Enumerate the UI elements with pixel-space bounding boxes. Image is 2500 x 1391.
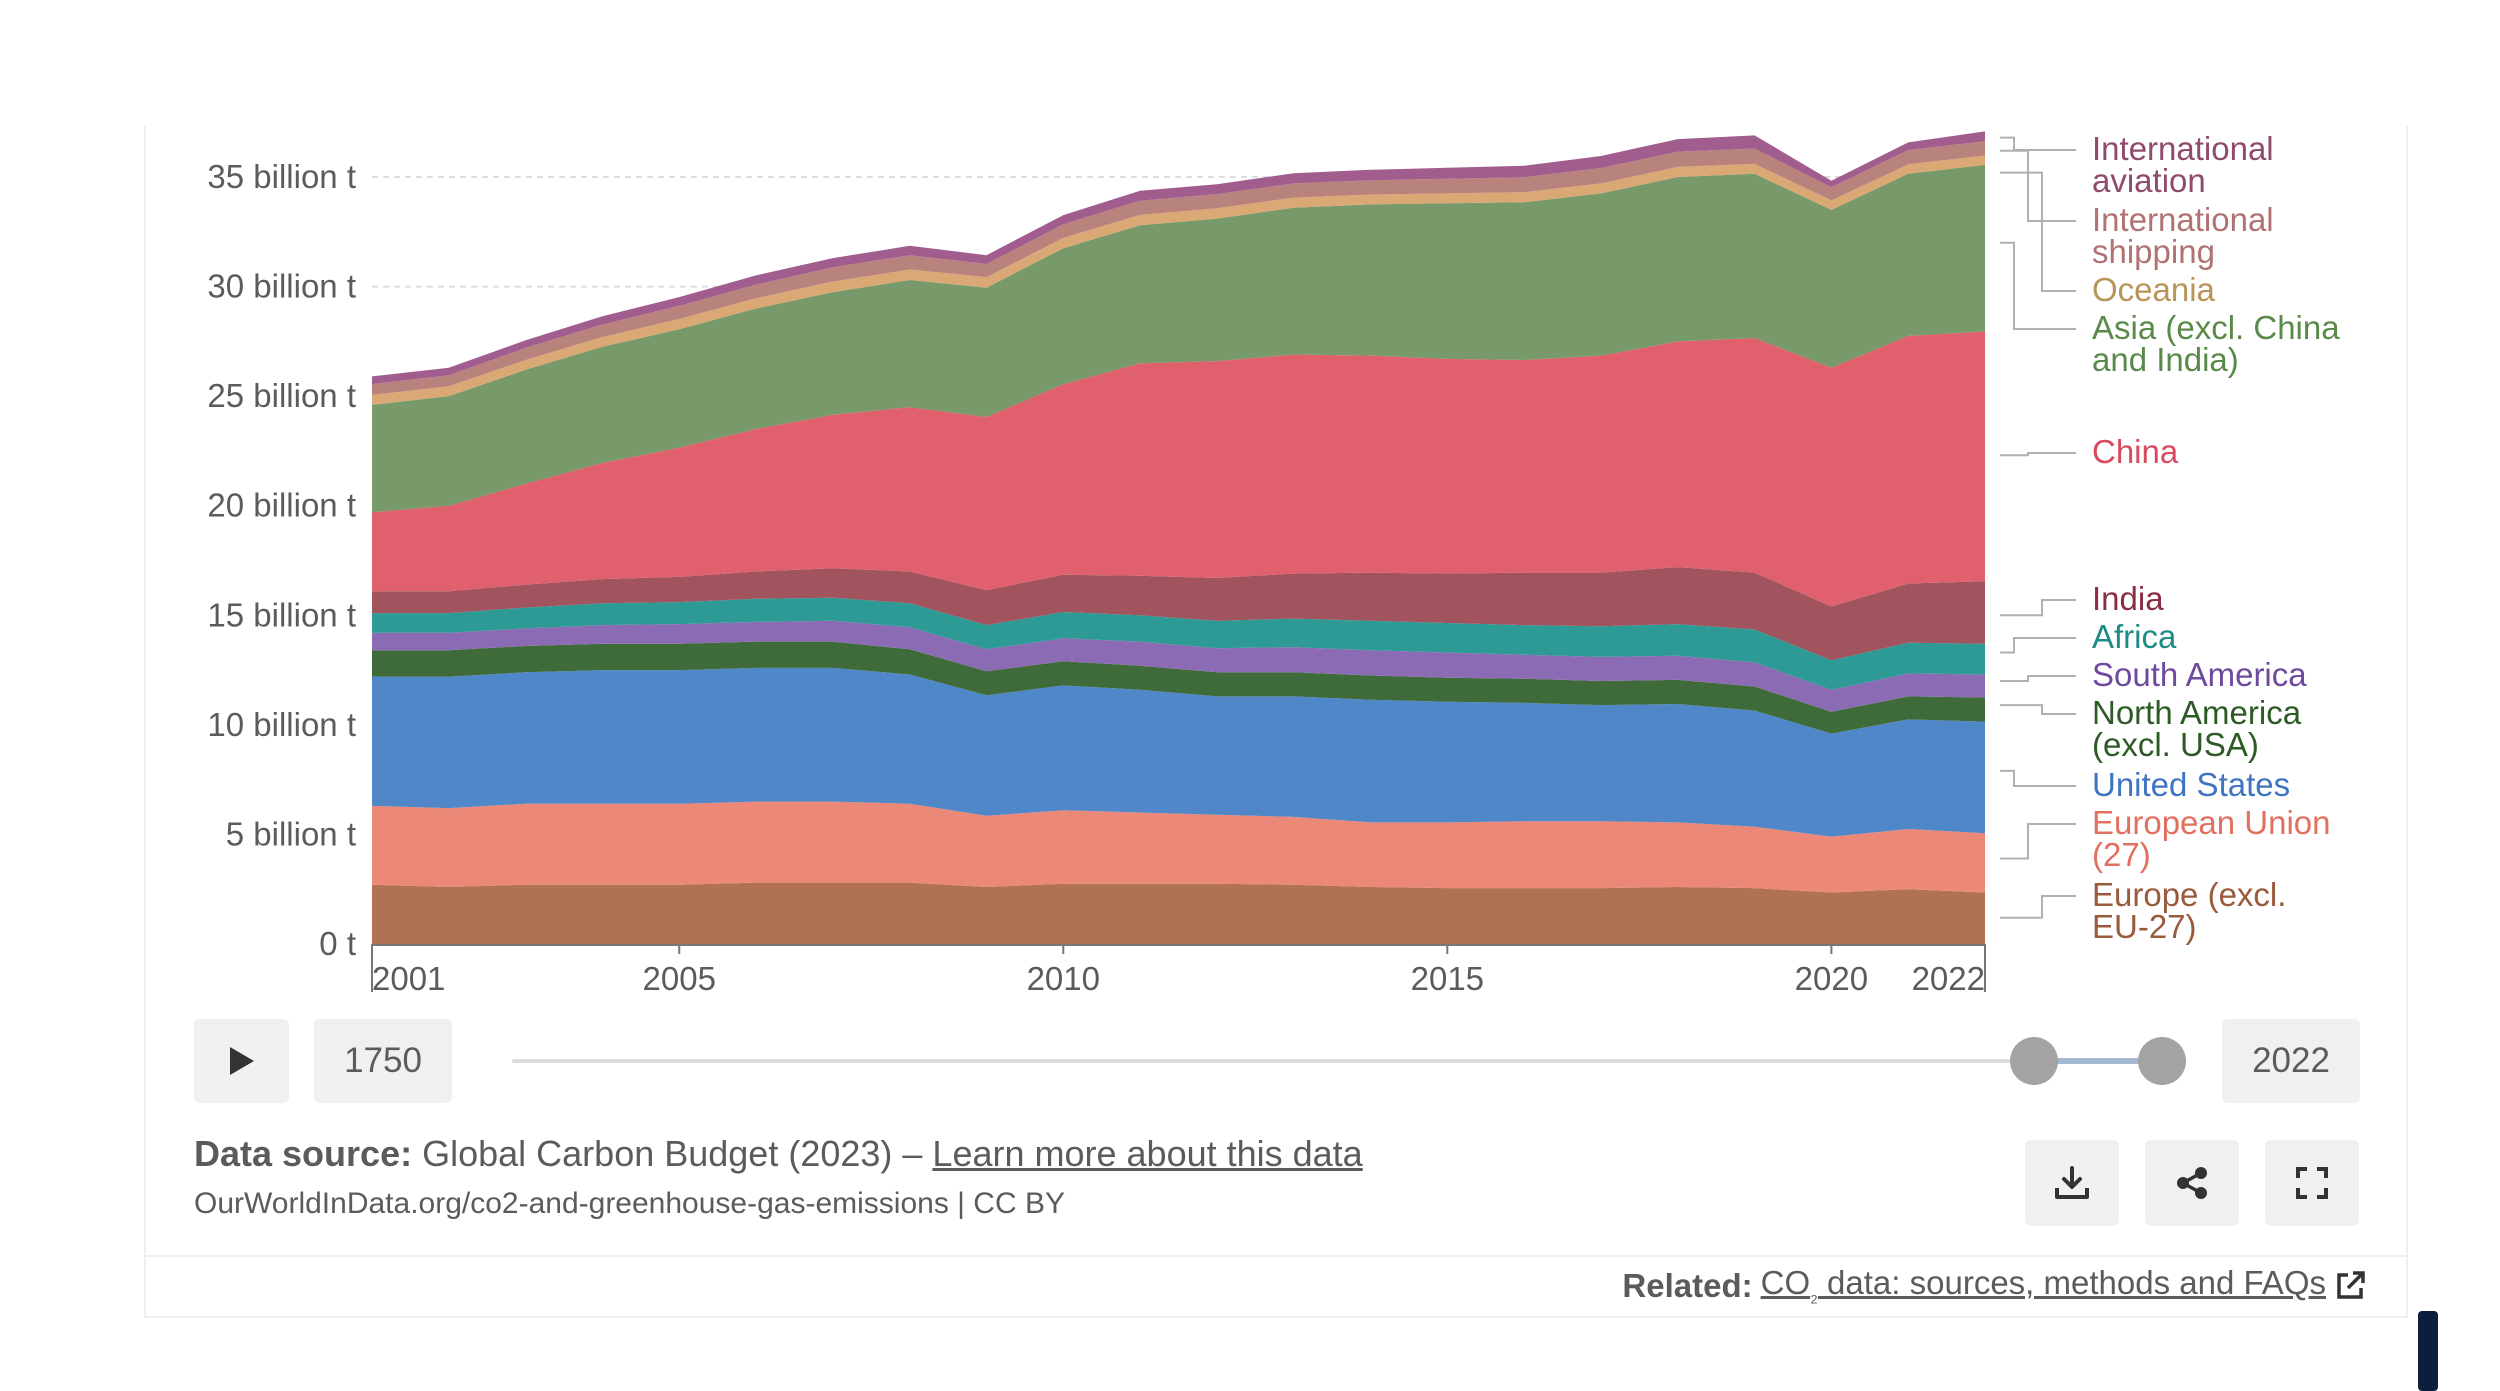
- legend-label[interactable]: and India): [2092, 341, 2239, 378]
- x-tick-label: 2010: [1027, 960, 1100, 997]
- legend-label[interactable]: Europe (excl.: [2092, 876, 2286, 913]
- axes: 0 t 5 billion t 10 billion t 15 billion t 20…: [207, 158, 1986, 997]
- timeline-start-year[interactable]: 1750: [314, 1019, 452, 1103]
- area-south-america[interactable]: [372, 620, 1985, 712]
- legend-label[interactable]: Oceania: [2092, 271, 2216, 308]
- play-button[interactable]: [194, 1019, 289, 1103]
- share-button[interactable]: [2145, 1140, 2239, 1226]
- related-link-sub: ₂: [1810, 1284, 1818, 1307]
- legend-connector: [2000, 599, 2076, 617]
- related-label: Related:: [1622, 1266, 1753, 1304]
- feedback-tab[interactable]: [2418, 1311, 2438, 1391]
- legend-label[interactable]: Asia (excl. China: [2092, 309, 2340, 346]
- x-tick-label: 2015: [1411, 960, 1484, 997]
- legend-label[interactable]: EU-27): [2092, 908, 2197, 945]
- share-icon: [2177, 1167, 2207, 1199]
- area-north-america-excl-usa[interactable]: [372, 641, 1985, 734]
- legend-label[interactable]: European Union: [2092, 804, 2331, 841]
- learn-more-link[interactable]: Learn more about this data: [932, 1133, 1363, 1174]
- related-line: Related: CO₂ data: sources, methods and …: [1622, 1264, 2366, 1308]
- legend-label[interactable]: China: [2092, 433, 2179, 470]
- legend-connector: [2000, 149, 2076, 222]
- legend-connector: [2000, 769, 2076, 787]
- x-tick-label: 2001: [372, 960, 445, 997]
- data-source-line: Data source: Global Carbon Budget (2023)…: [194, 1133, 1363, 1175]
- fullscreen-icon: [2296, 1167, 2328, 1199]
- related-link-prefix: CO: [1760, 1264, 1811, 1301]
- legend-label[interactable]: North America: [2092, 694, 2302, 731]
- legend-label[interactable]: International: [2092, 130, 2274, 167]
- y-tick-label: 10 billion t: [207, 706, 356, 743]
- fullscreen-button[interactable]: [2265, 1140, 2359, 1226]
- source-url: OurWorldInData.org/co2-and-greenhouse-ga…: [194, 1187, 1065, 1220]
- y-tick-label: 25 billion t: [207, 377, 356, 414]
- external-link-icon[interactable]: [2334, 1270, 2366, 1302]
- legend-connector: [2000, 136, 2076, 151]
- y-tick-label: 15 billion t: [207, 596, 356, 633]
- legend-label[interactable]: shipping: [2092, 233, 2215, 270]
- area-africa[interactable]: [372, 597, 1985, 690]
- legend-label[interactable]: United States: [2092, 766, 2290, 803]
- timeline-slider-track[interactable]: [512, 1059, 2186, 1063]
- area-series: [372, 131, 1985, 944]
- y-tick-label: 35 billion t: [207, 158, 356, 195]
- area-united-states[interactable]: [372, 667, 1985, 837]
- timeline-slider-range: [2034, 1058, 2162, 1064]
- area-india[interactable]: [372, 567, 1985, 661]
- legend-label[interactable]: Africa: [2092, 618, 2177, 655]
- y-tick-label: 30 billion t: [207, 268, 356, 305]
- legend-connector: [2000, 241, 2076, 330]
- footer-divider: [146, 1255, 2406, 1257]
- x-tick-label: 2005: [643, 960, 716, 997]
- legend-connector: [2000, 704, 2076, 715]
- legend-label[interactable]: aviation: [2092, 162, 2206, 199]
- legend-connector: [2000, 823, 2076, 860]
- legend-connector: [2000, 675, 2076, 682]
- legend-connector: [2000, 171, 2076, 292]
- legend-connector: [2000, 452, 2076, 457]
- timeline-end-year[interactable]: 2022: [2222, 1019, 2360, 1103]
- y-tick-label: 20 billion t: [207, 487, 356, 524]
- legend-label[interactable]: India: [2092, 580, 2164, 617]
- stacked-area-chart: 0 t 5 billion t 10 billion t 15 billion t 20…: [207, 130, 2340, 997]
- download-button[interactable]: [2025, 1140, 2119, 1226]
- legend-connector: [2000, 895, 2076, 919]
- data-source-label: Data source:: [194, 1133, 413, 1174]
- data-source-text: Global Carbon Budget (2023) –: [422, 1133, 933, 1174]
- area-china[interactable]: [372, 331, 1985, 607]
- related-faq-link[interactable]: CO₂ data: sources, methods and FAQs: [1761, 1264, 2326, 1308]
- legend-label[interactable]: South America: [2092, 656, 2307, 693]
- chart-card: [144, 126, 2408, 1318]
- download-icon: [2055, 1166, 2089, 1199]
- area-europe-excl-eu-27[interactable]: [372, 882, 1985, 944]
- play-icon: [229, 1047, 254, 1075]
- y-tick-label: 0 t: [319, 925, 356, 962]
- legend-label[interactable]: (27): [2092, 836, 2151, 873]
- area-asia-excl-china-and-india[interactable]: [372, 164, 1985, 513]
- y-tick-label: 5 billion t: [226, 815, 356, 852]
- x-tick-label: 2020: [1795, 960, 1868, 997]
- legend-label[interactable]: (excl. USA): [2092, 726, 2259, 763]
- timeline-handle-start[interactable]: [2010, 1037, 2058, 1085]
- legend: InternationalaviationInternationalshippi…: [2000, 130, 2340, 945]
- related-link-suffix: data: sources, methods and FAQs: [1817, 1264, 2326, 1301]
- legend-label[interactable]: International: [2092, 201, 2274, 238]
- area-european-union-27[interactable]: [372, 801, 1985, 893]
- timeline-handle-end[interactable]: [2138, 1037, 2186, 1085]
- x-tick-label: 2022: [1912, 960, 1985, 997]
- legend-connector: [2000, 637, 2076, 654]
